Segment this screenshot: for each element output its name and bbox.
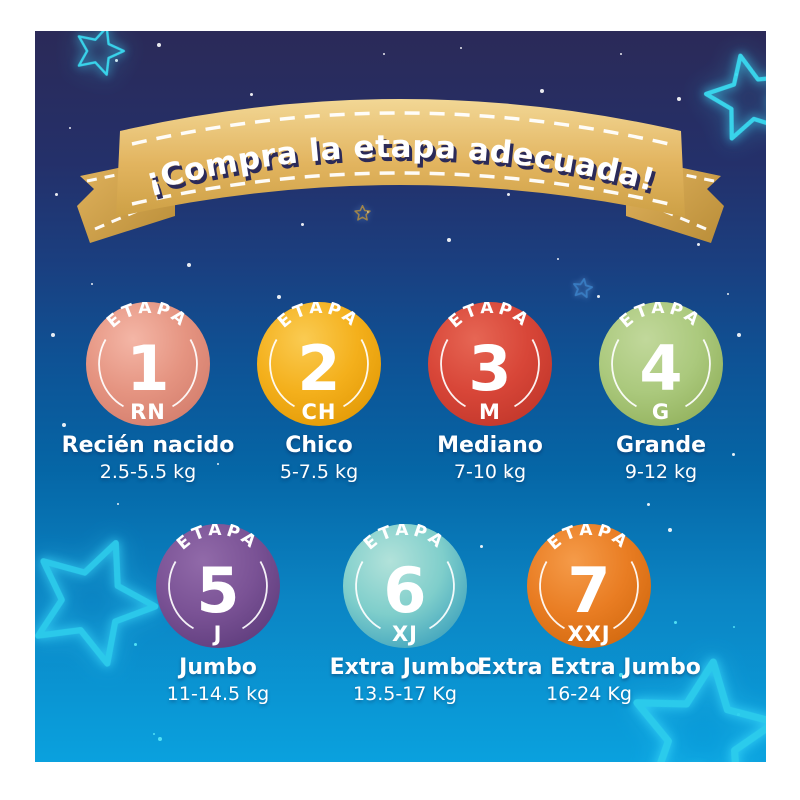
star-dot	[597, 295, 600, 298]
stage-5-jumbo: ETAPA 5 J Jumbo 11-14.5 kg	[93, 524, 343, 705]
stage-name: Mediano	[437, 433, 543, 458]
stage-code: XXJ	[567, 622, 610, 646]
stage-weight: 11-14.5 kg	[166, 683, 270, 705]
stage-number: 1	[126, 332, 169, 405]
stage-7-badge: ETAPA 7 XXJ	[527, 524, 651, 648]
stage-name: Recién nacido	[61, 433, 235, 458]
stage-number: 6	[383, 554, 426, 627]
stage-1-recien-nacido: ETAPA 1 RN Recién nacido 2.5-5.5 kg	[35, 302, 273, 483]
stage-2-chico: ETAPA 2 CH Chico 5-7.5 kg	[194, 302, 444, 483]
stage-number: 7	[567, 554, 610, 627]
stage-weight: 5-7.5 kg	[279, 461, 359, 483]
stage-code: G	[652, 400, 670, 424]
star-dot	[117, 503, 119, 505]
stage-circle	[343, 524, 467, 648]
star-dot	[91, 283, 93, 285]
stage-name: Jumbo	[179, 655, 257, 680]
stage-weight: 9-12 kg	[624, 461, 698, 483]
stage-number: 4	[639, 332, 682, 405]
stage-number: 3	[468, 332, 511, 405]
stage-1-badge: ETAPA 1 RN	[86, 302, 210, 426]
cyan-dot	[733, 626, 735, 628]
cyan-dot	[158, 737, 162, 741]
stage-circle	[599, 302, 723, 426]
stage-weight: 7-10 kg	[453, 461, 527, 483]
stage-3-badge: ETAPA 3 M	[428, 302, 552, 426]
stage-5-badge: ETAPA 5 J	[156, 524, 280, 648]
stage-circle	[527, 524, 651, 648]
stage-name: Extra Jumbo	[329, 655, 481, 680]
stage-4-badge: ETAPA 4 G	[599, 302, 723, 426]
stage-weight: 16-24 Kg	[546, 683, 632, 705]
stage-name: Extra Extra Jumbo	[477, 655, 701, 680]
stage-number: 2	[297, 332, 340, 405]
stage-weight: 2.5-5.5 kg	[99, 461, 197, 483]
stage-code: CH	[302, 400, 337, 424]
stage-number: 5	[196, 554, 239, 627]
cyan-dot	[153, 733, 155, 735]
stage-6-badge: ETAPA 6 XJ	[343, 524, 467, 648]
stage-6-extra-jumbo: ETAPA 6 XJ Extra Jumbo 13.5-17 Kg	[280, 524, 530, 705]
star-dot	[727, 293, 729, 295]
stage-7-extra-extra-jumbo: ETAPA 7 XXJ Extra Extra Jumbo 16-24 Kg	[464, 524, 714, 705]
stage-name: Chico	[285, 433, 353, 458]
stage-name: Grande	[615, 433, 707, 458]
stage-circle	[156, 524, 280, 648]
stage-code: J	[212, 622, 223, 646]
stage-code: M	[479, 400, 501, 424]
banner-ribbon: ¡Compra la etapa adecuada! ¡Compra la et…	[77, 99, 724, 243]
stage-4-grande: ETAPA 4 G Grande 9-12 kg	[536, 302, 766, 483]
stage-circle	[86, 302, 210, 426]
stage-weight: 13.5-17 Kg	[353, 683, 457, 705]
stage-code: XJ	[392, 622, 418, 646]
ribbon-band	[116, 99, 685, 217]
star-dot	[647, 503, 650, 506]
stage-circle	[428, 302, 552, 426]
stage-2-badge: ETAPA 2 CH	[257, 302, 381, 426]
poster-panel: ¡Compra la etapa adecuada! ¡Compra la et…	[35, 31, 766, 762]
stage-circle	[257, 302, 381, 426]
star-dot	[277, 295, 281, 299]
stage-code: RN	[130, 400, 166, 424]
stage-3-mediano: ETAPA 3 M Mediano 7-10 kg	[365, 302, 615, 483]
cyan-dot	[737, 713, 740, 716]
